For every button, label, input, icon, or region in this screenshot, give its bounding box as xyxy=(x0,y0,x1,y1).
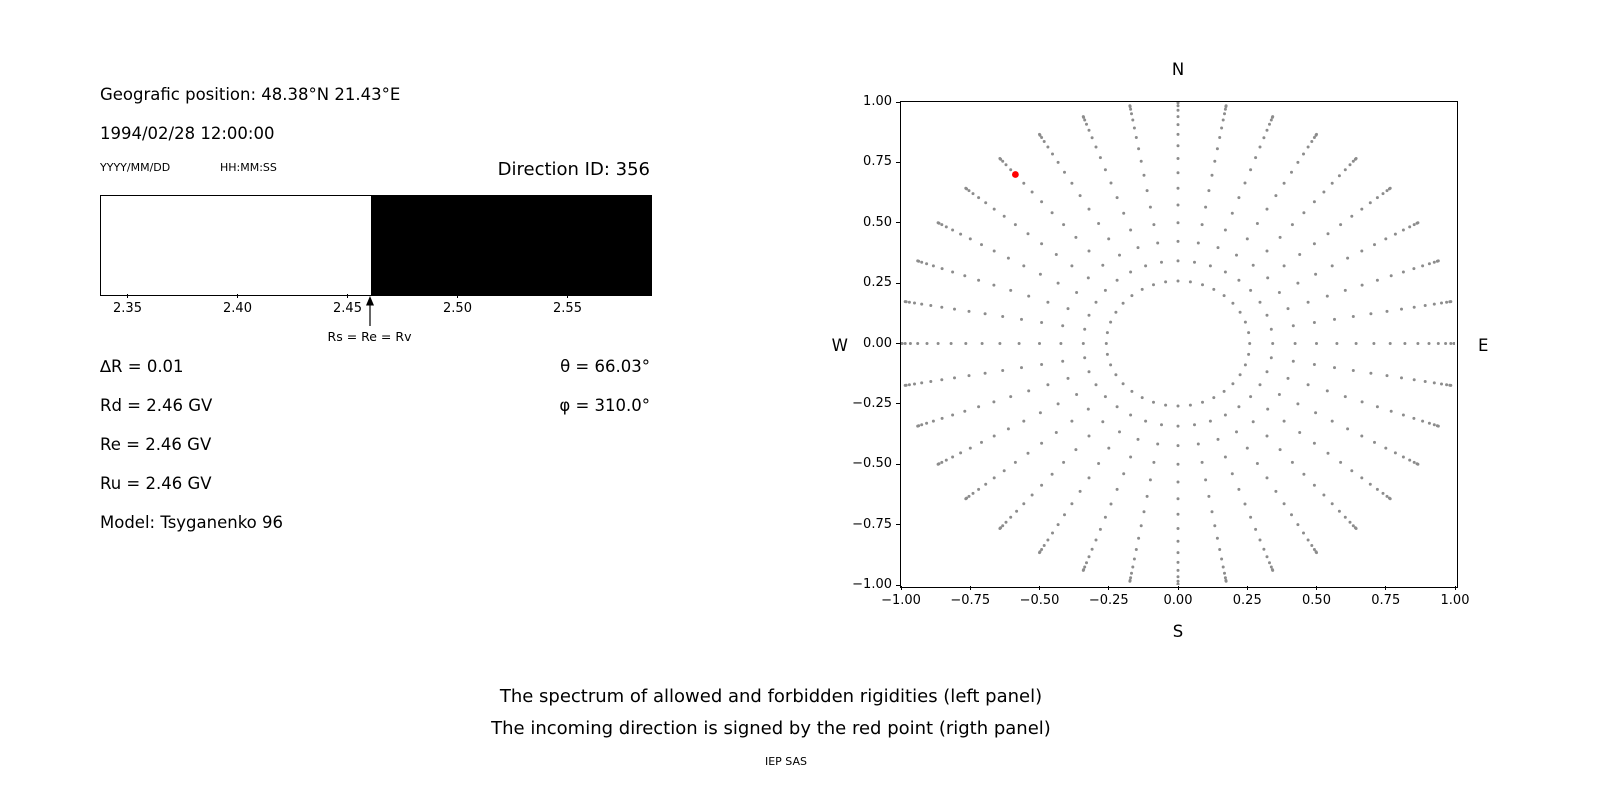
param-delta-r: ∆R = 0.01 xyxy=(100,357,184,376)
x-tick-label: −0.50 xyxy=(1019,593,1060,608)
y-axis-tick xyxy=(896,282,900,284)
x-axis-tick xyxy=(1108,586,1110,590)
compass-south-label: S xyxy=(1172,622,1184,641)
x-tick-label: 0.50 xyxy=(1302,593,1331,608)
spectrum-tick xyxy=(347,294,348,298)
red-point xyxy=(1012,171,1019,178)
x-tick-label: 1.00 xyxy=(1440,593,1470,608)
caption-line2: The incoming direction is signed by the … xyxy=(491,718,1051,739)
y-axis-tick xyxy=(896,343,900,344)
theta-value: θ = 66.03° xyxy=(560,357,650,376)
y-axis-tick xyxy=(896,101,900,103)
y-axis-tick xyxy=(896,584,900,586)
y-tick-label: −0.25 xyxy=(852,395,892,411)
y-tick-label: 0.75 xyxy=(863,154,892,170)
geographic-position: Geografic position: 48.38°N 21.43°E xyxy=(100,85,401,104)
x-tick-label: −0.75 xyxy=(950,593,991,608)
x-axis-tick xyxy=(1039,586,1040,590)
x-axis-tick xyxy=(1177,586,1179,590)
x-tick-label: −1.00 xyxy=(881,593,921,608)
spectrum-tick-label: 2.40 xyxy=(223,301,252,316)
y-axis-tick xyxy=(896,222,900,224)
phi-value: φ = 310.0° xyxy=(559,396,650,415)
y-tick-label: −0.75 xyxy=(852,516,892,532)
rigidity-spectrum-box xyxy=(100,195,652,296)
x-axis-tick xyxy=(1316,586,1317,590)
y-tick-label: −1.00 xyxy=(852,577,892,592)
spectrum-region-forbidden xyxy=(370,196,651,295)
x-axis-tick xyxy=(1454,586,1456,590)
compass-east-label: E xyxy=(1478,336,1489,355)
direction-grid-dots xyxy=(899,100,1457,587)
credit-label: IEP SAS xyxy=(764,755,808,768)
param-re: Re = 2.46 GV xyxy=(100,435,212,454)
date-format-label: YYYY/MM/DD xyxy=(100,161,171,174)
y-axis-tick xyxy=(896,524,900,526)
direction-plot-frame xyxy=(899,100,1458,588)
spectrum-tick xyxy=(237,294,238,298)
y-tick-label: 1.00 xyxy=(863,94,892,109)
spectrum-tick-label: 2.35 xyxy=(113,301,142,316)
x-tick-label: 0.75 xyxy=(1371,593,1401,608)
x-axis-tick xyxy=(900,586,902,590)
x-axis-tick xyxy=(1246,586,1248,590)
compass-west-label: W xyxy=(831,336,848,355)
cutoff-arrow-icon xyxy=(365,296,374,326)
time-format-label: HH:MM:SS xyxy=(220,161,277,174)
y-tick-label: −0.50 xyxy=(852,456,892,472)
spectrum-tick-label: 2.55 xyxy=(553,301,582,316)
spectrum-tick xyxy=(567,294,568,298)
param-model: Model: Tsyganenko 96 xyxy=(100,513,284,532)
x-axis-tick xyxy=(969,586,971,590)
caption-line1: The spectrum of allowed and forbidden ri… xyxy=(499,686,1043,707)
y-axis-tick xyxy=(896,161,900,163)
x-tick-label: 0.00 xyxy=(1163,593,1193,608)
y-tick-label: 0.50 xyxy=(863,214,892,230)
param-rd: Rd = 2.46 GV xyxy=(100,396,213,415)
x-tick-label: 0.25 xyxy=(1232,593,1262,608)
y-axis-tick xyxy=(896,403,900,405)
cutoff-arrow-label: Rs = Re = Rv xyxy=(327,329,412,344)
spectrum-tick-label: 2.45 xyxy=(333,301,362,316)
param-ru: Ru = 2.46 GV xyxy=(100,474,212,493)
spectrum-tick xyxy=(457,294,458,298)
spectrum-region-allowed xyxy=(101,196,371,295)
compass-north-label: N xyxy=(1171,60,1185,79)
direction-scatter xyxy=(899,100,1457,587)
x-axis-tick xyxy=(1385,586,1387,590)
x-tick-label: −0.25 xyxy=(1088,593,1129,608)
spectrum-tick xyxy=(127,294,128,298)
datetime-value: 1994/02/28 12:00:00 xyxy=(100,124,275,143)
y-axis-tick xyxy=(896,463,900,465)
direction-id: Direction ID: 356 xyxy=(497,159,650,180)
y-tick-label: 0.25 xyxy=(863,275,892,291)
spectrum-tick-label: 2.50 xyxy=(443,301,472,316)
y-tick-label: 0.00 xyxy=(863,335,892,351)
